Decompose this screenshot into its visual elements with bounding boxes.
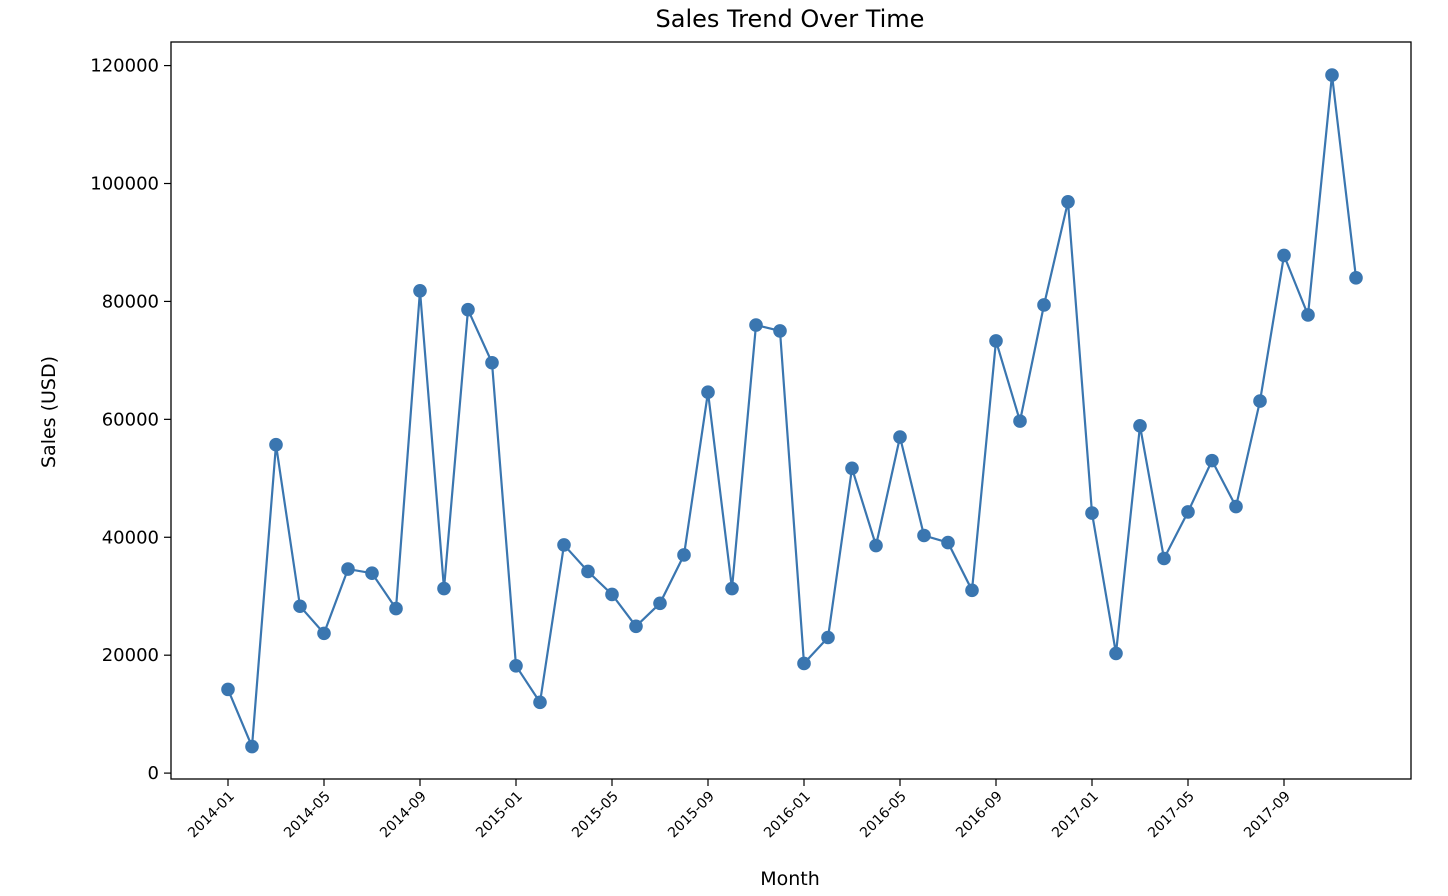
plot-frame — [170, 41, 1412, 780]
data-point-2017-10 — [1301, 308, 1315, 322]
data-point-2017-11 — [1325, 68, 1339, 82]
sales-series-line — [226, 74, 1358, 748]
data-point-2014-02 — [245, 739, 259, 754]
x-tick-label: 2017-01 — [1049, 789, 1102, 842]
data-point-2014-01 — [221, 682, 235, 697]
data-point-2014-10 — [437, 581, 451, 596]
y-tick-label: 80000 — [102, 291, 159, 312]
data-point-2017-03 — [1133, 419, 1147, 433]
data-point-2015-09 — [701, 385, 715, 400]
data-point-2014-12 — [485, 355, 499, 370]
y-axis: 0 20000 40000 60000 80000 100000 120000 — [90, 56, 171, 784]
data-point-2016-03 — [845, 461, 859, 476]
x-tick-label: 2014-09 — [377, 789, 430, 842]
y-tick-label: 100000 — [90, 174, 159, 195]
data-point-2015-10 — [725, 581, 739, 596]
data-point-2014-11 — [461, 302, 475, 317]
data-point-2014-05 — [317, 626, 331, 641]
data-point-2016-10 — [1013, 414, 1027, 428]
y-axis-label: Sales (USD) — [38, 356, 60, 468]
data-point-2015-02 — [533, 695, 547, 710]
y-tick-label: 0 — [148, 763, 159, 784]
data-point-2015-12 — [773, 324, 787, 338]
y-tick-label: 60000 — [102, 409, 159, 430]
data-point-2015-01 — [509, 658, 523, 673]
x-tick-label: 2014-05 — [281, 789, 334, 842]
data-point-2015-06 — [629, 619, 643, 634]
x-tick-label: 2017-09 — [1241, 789, 1294, 842]
chart-title: Sales Trend Over Time — [656, 5, 925, 33]
data-point-2017-09 — [1277, 248, 1291, 263]
data-point-2015-05 — [605, 587, 619, 602]
data-point-2016-01 — [797, 656, 811, 671]
data-point-2017-04 — [1157, 551, 1171, 566]
data-point-2015-04 — [581, 564, 595, 579]
data-point-2014-06 — [341, 562, 355, 576]
x-tick-label: 2016-01 — [761, 789, 814, 842]
data-point-2017-05 — [1181, 505, 1195, 519]
data-point-2016-06 — [917, 528, 931, 543]
data-point-2016-11 — [1037, 298, 1051, 312]
data-point-2014-08 — [389, 601, 403, 616]
data-point-2017-06 — [1205, 453, 1219, 468]
data-point-2016-12 — [1061, 194, 1075, 209]
data-point-2015-03 — [557, 538, 571, 552]
x-axis-label: Month — [760, 868, 820, 890]
data-point-2016-04 — [869, 538, 883, 553]
data-point-2017-12 — [1349, 271, 1363, 285]
data-point-2016-09 — [989, 334, 1003, 348]
data-point-2017-01 — [1085, 506, 1099, 520]
data-point-2014-03 — [269, 437, 283, 452]
x-tick-label: 2015-01 — [473, 789, 526, 842]
data-point-2014-09 — [413, 284, 427, 298]
data-point-2015-07 — [653, 596, 667, 611]
y-tick-label: 120000 — [90, 56, 159, 77]
data-point-2016-02 — [821, 630, 835, 645]
data-point-2014-04 — [293, 599, 307, 614]
data-point-2014-07 — [365, 566, 379, 581]
y-tick-label: 40000 — [102, 527, 159, 548]
x-tick-label: 2015-09 — [665, 789, 718, 842]
x-tick-label: 2016-09 — [953, 789, 1006, 842]
x-axis: 2014-01 2014-05 2014-09 2015-01 2015-05 2015-… — [185, 779, 1294, 841]
y-tick-label: 20000 — [102, 645, 159, 666]
data-point-2015-11 — [749, 318, 763, 332]
sales-series-points — [221, 68, 1363, 754]
data-point-2015-08 — [677, 548, 691, 562]
x-tick-label: 2015-05 — [569, 789, 622, 842]
data-point-2016-05 — [893, 430, 907, 444]
data-point-2016-07 — [941, 535, 955, 550]
x-tick-label: 2014-01 — [185, 789, 238, 842]
data-point-2016-08 — [965, 583, 979, 598]
data-point-2017-08 — [1253, 394, 1267, 408]
x-tick-label: 2016-05 — [857, 789, 910, 842]
x-tick-label: 2017-05 — [1145, 789, 1198, 842]
data-point-2017-02 — [1109, 646, 1123, 661]
data-point-2017-07 — [1229, 499, 1243, 514]
